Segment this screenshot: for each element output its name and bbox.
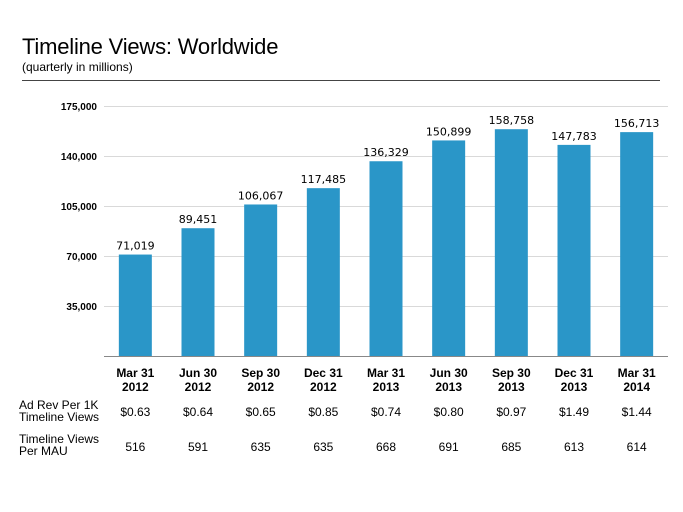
- row-label-ad-rev: Ad Rev Per 1K Timeline Views: [19, 399, 99, 423]
- views-per-mau-cell: 635: [250, 440, 271, 454]
- ad-rev-cell: $0.64: [182, 405, 214, 419]
- ad-rev-cell: $1.44: [621, 405, 652, 419]
- bar: [432, 140, 466, 356]
- ad-rev-cell: $0.85: [308, 405, 339, 419]
- data-label: 158,758: [489, 114, 535, 127]
- data-label: 71,019: [116, 240, 155, 253]
- x-tick-label: Sep 30: [492, 366, 531, 380]
- x-tick-label: Dec 31: [555, 366, 594, 380]
- x-tick-label: 2013: [498, 380, 525, 394]
- data-label: 150,899: [426, 125, 472, 138]
- views-per-mau-cell: 685: [501, 440, 522, 454]
- data-label: 106,067: [238, 189, 284, 202]
- bar: [494, 129, 528, 356]
- title-divider: [22, 80, 660, 81]
- x-tick-label: Jun 30: [179, 366, 217, 380]
- ad-rev-cell: $0.63: [120, 405, 151, 419]
- x-tick-label: 2012: [185, 380, 212, 394]
- data-label: 117,485: [301, 173, 347, 186]
- ad-rev-cell: $0.65: [245, 405, 276, 419]
- x-tick-label: Dec 31: [304, 366, 343, 380]
- row-label-views-per-mau: Timeline Views Per MAU: [19, 433, 99, 457]
- bar: [369, 161, 403, 356]
- y-tick-label: 105,000: [61, 202, 98, 213]
- x-tick-label: Jun 30: [430, 366, 468, 380]
- views-per-mau-cell: 516: [125, 440, 146, 454]
- x-tick-label: 2013: [373, 380, 400, 394]
- data-label: 156,713: [614, 117, 660, 130]
- x-tick-label: 2013: [435, 380, 462, 394]
- y-tick-label: 35,000: [66, 302, 97, 313]
- views-per-mau-cell: 691: [438, 440, 459, 454]
- bar: [118, 254, 152, 356]
- views-per-mau-cell: 668: [375, 440, 397, 454]
- views-per-mau-cell: 613: [563, 440, 585, 454]
- y-tick-label: 175,000: [61, 102, 98, 113]
- views-per-mau-cell: 614: [626, 440, 647, 454]
- row-label-ad-rev-line1: Ad Rev Per 1K: [19, 398, 99, 412]
- x-tick-label: 2012: [247, 380, 274, 394]
- data-label: 89,451: [179, 213, 218, 226]
- ad-rev-cell: $0.97: [496, 405, 527, 419]
- ad-rev-cell: $0.80: [433, 405, 464, 419]
- row-label-views-per-mau-line1: Timeline Views: [19, 432, 100, 446]
- x-tick-label: 2012: [310, 380, 337, 394]
- bar: [244, 204, 278, 356]
- x-tick-label: Sep 30: [241, 366, 280, 380]
- views-per-mau-cell: 635: [313, 440, 334, 454]
- bar: [557, 144, 591, 356]
- y-tick-label: 140,000: [61, 152, 98, 163]
- ad-rev-cell: $0.74: [370, 405, 402, 419]
- row-label-views-per-mau-line2: Per MAU: [19, 444, 68, 458]
- bar: [306, 188, 340, 356]
- ad-rev-cell: $1.49: [558, 405, 590, 419]
- y-tick-label: 70,000: [66, 252, 97, 263]
- x-tick-label: 2014: [623, 380, 650, 394]
- chart-subtitle: (quarterly in millions): [22, 60, 133, 74]
- chart-title: Timeline Views: Worldwide: [22, 34, 279, 59]
- x-tick-label: Mar 31: [618, 366, 656, 380]
- data-label: 136,329: [363, 146, 409, 159]
- row-label-ad-rev-line2: Timeline Views: [19, 410, 100, 424]
- x-tick-label: 2013: [561, 380, 588, 394]
- bar: [620, 132, 654, 356]
- data-label: 147,783: [551, 130, 597, 143]
- bar: [181, 228, 215, 356]
- views-per-mau-cell: 591: [187, 440, 209, 454]
- x-tick-label: Mar 31: [116, 366, 154, 380]
- x-tick-label: Mar 31: [367, 366, 405, 380]
- x-tick-label: 2012: [122, 380, 149, 394]
